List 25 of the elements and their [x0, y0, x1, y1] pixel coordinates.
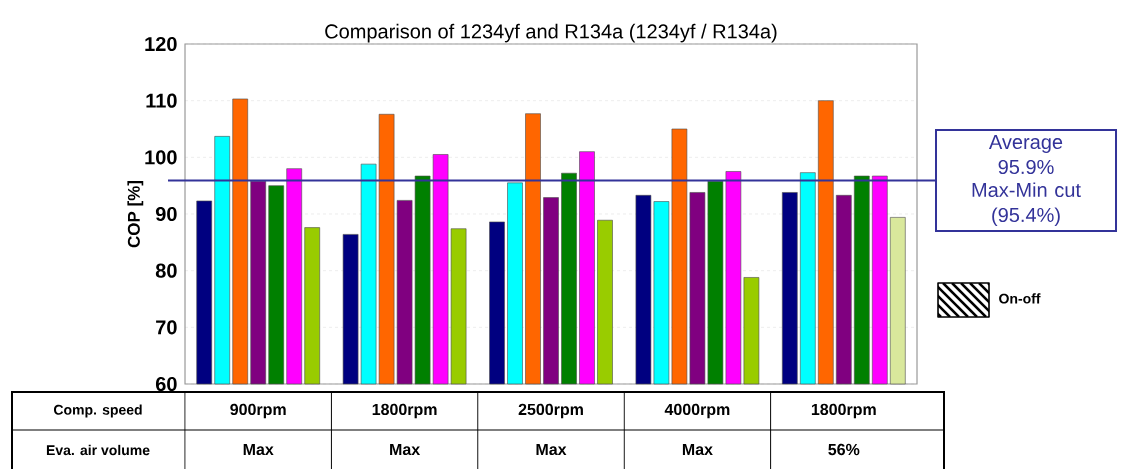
text: Comp. speed	[53, 404, 142, 418]
y-tick-label: 120	[145, 36, 177, 52]
text: (95.4%)	[992, 207, 1060, 227]
text: Max	[243, 443, 274, 456]
y-tick-label: 60	[155, 376, 177, 392]
text: Eva. air volume	[46, 444, 150, 456]
x-tick-label: 4000rpm	[664, 403, 730, 419]
y-tick-label: 110	[146, 93, 177, 108]
y-tick-label: 80	[155, 263, 177, 278]
x-tick-label: 1800rpm	[372, 403, 437, 419]
text: Max	[536, 443, 567, 456]
y-axis-title: COP [%]	[127, 180, 144, 248]
text: Max	[390, 443, 421, 456]
text: Max-Min cut	[972, 182, 1081, 198]
text: Max	[682, 443, 713, 456]
text: 56%	[828, 443, 860, 456]
x-tick-label: 900rpm	[230, 403, 286, 419]
x-tick-label: 1800rpm	[811, 403, 876, 419]
ref-line-label: Average 95.9%	[988, 135, 1063, 175]
y-tick-label: 100	[145, 150, 177, 165]
y-tick-label: 90	[155, 206, 177, 222]
y-tick-label: 70	[156, 320, 177, 335]
chart-title: Comparison of 1234yf and R134a (1234yf / R134a)	[325, 23, 777, 43]
x-tick-label: 2500rpm	[518, 403, 583, 419]
text: On-off	[999, 293, 1041, 304]
